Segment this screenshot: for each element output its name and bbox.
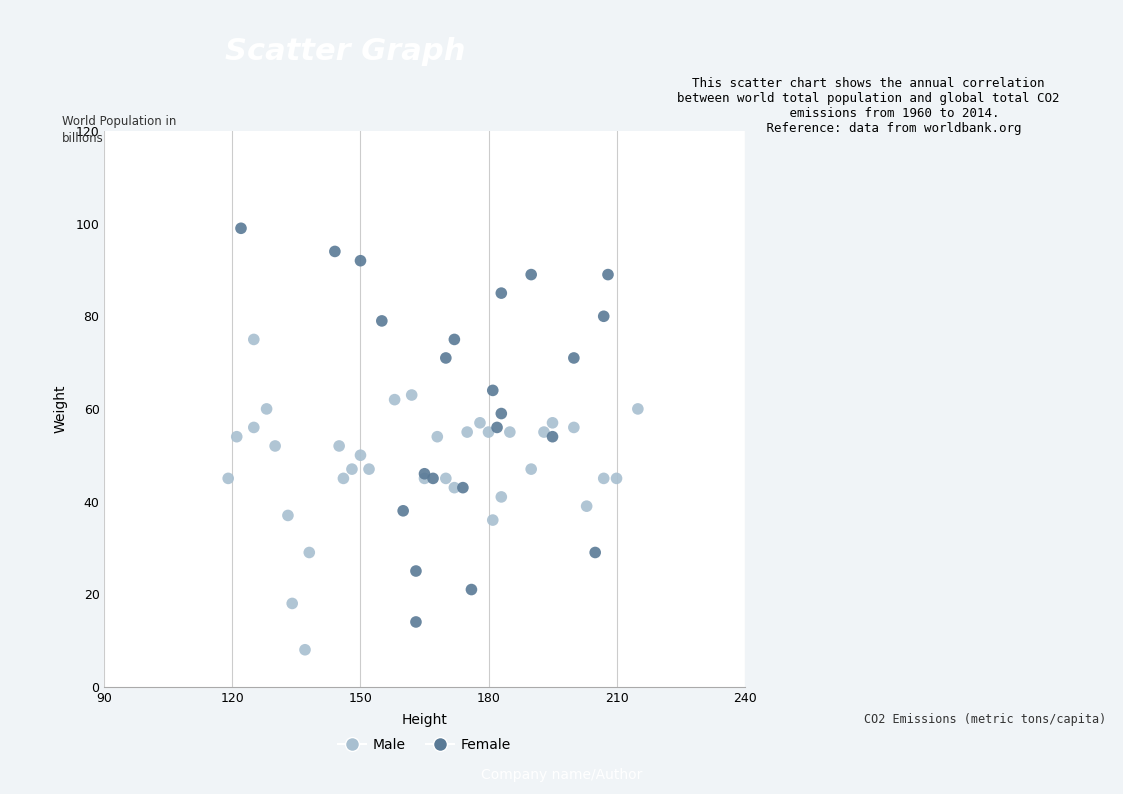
Point [300,546,318,559]
Point [492,287,510,299]
Point [446,481,464,494]
Point [501,426,519,438]
Point [471,417,489,430]
Text: CO2 Emissions (metric tons/capita): CO2 Emissions (metric tons/capita) [864,713,1106,726]
Point [416,468,433,480]
Point [484,514,502,526]
Point [629,403,647,415]
Legend: Male, Female: Male, Female [332,733,517,757]
Point [437,352,455,364]
Point [454,481,472,494]
Point [343,463,360,476]
Point [283,597,301,610]
Point [544,430,562,443]
Point [544,417,562,430]
Text: Company name/Author: Company name/Author [481,768,642,782]
Point [335,472,353,484]
Point [245,421,263,434]
Point [565,352,583,364]
Point [424,472,442,484]
Point [232,222,250,235]
Point [458,426,476,438]
Text: This scatter chart shows the annual correlation
between world total population a: This scatter chart shows the annual corr… [677,77,1059,136]
Point [245,333,263,346]
Point [492,491,510,503]
Point [522,463,540,476]
Point [407,565,424,577]
Point [480,426,497,438]
Point [484,384,502,397]
Point [595,310,613,322]
Point [373,314,391,327]
Point [219,472,237,484]
Point [608,472,626,484]
Point [535,426,553,438]
Point [437,472,455,484]
Point [228,430,246,443]
Point [595,472,613,484]
Point [565,421,583,434]
Point [257,403,275,415]
Text: Scatter Graph: Scatter Graph [225,37,465,66]
Point [296,643,314,656]
Point [351,449,369,461]
Point [266,440,284,453]
X-axis label: Height: Height [402,713,447,727]
Point [428,430,446,443]
Point [279,509,296,522]
Point [394,504,412,517]
Point [599,268,617,281]
Point [416,472,433,484]
Point [446,333,464,346]
Point [577,500,595,513]
Point [385,393,403,406]
Point [330,440,348,453]
Point [360,463,378,476]
Point [326,245,344,258]
Point [351,254,369,267]
Point [522,268,540,281]
Point [492,407,510,420]
Point [463,583,481,596]
Point [403,389,421,402]
Y-axis label: Weight: Weight [54,384,67,434]
Point [586,546,604,559]
Text: World Population in
billions: World Population in billions [62,115,176,145]
Point [407,615,424,628]
Point [489,421,506,434]
